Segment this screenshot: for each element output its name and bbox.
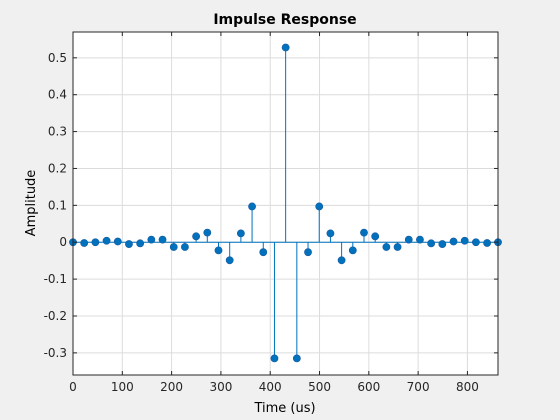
stem-marker	[281, 43, 290, 52]
stem-marker	[181, 243, 189, 251]
stem-marker	[393, 243, 402, 251]
x-tick-label: 300	[209, 380, 232, 394]
x-tick-label: 100	[111, 380, 134, 394]
stem-marker	[460, 236, 469, 245]
x-tick-label: 800	[456, 380, 479, 394]
y-tick-label: 0.5	[48, 51, 67, 65]
x-tick-label: 700	[407, 380, 430, 394]
stem-marker	[169, 243, 178, 251]
stem-marker	[147, 235, 156, 244]
stem-marker	[416, 235, 424, 244]
y-axis-label: Amplitude	[24, 170, 39, 237]
stem-marker	[427, 239, 436, 248]
stem-marker	[236, 229, 245, 238]
stem-marker	[483, 239, 492, 247]
y-tick-label: -0.2	[44, 309, 67, 323]
y-tick-label: 0.2	[48, 161, 67, 175]
axes-box	[72, 31, 499, 376]
y-tick-label: -0.1	[44, 272, 67, 286]
y-tick-label: 0	[59, 235, 67, 249]
stem-marker	[225, 256, 234, 265]
stem-marker	[472, 238, 480, 247]
stem-marker	[125, 240, 133, 248]
stem-marker	[382, 243, 391, 251]
y-tick-label: 0.1	[48, 198, 67, 212]
y-tick-label: -0.3	[44, 346, 67, 360]
y-tick-labels: -0.3 -0.2 -0.1 0 0.1 0.2 0.3 0.4 0.5	[44, 51, 67, 360]
stem-marker	[80, 239, 89, 247]
x-axis-label: Time (us)	[253, 401, 315, 416]
stem-marker	[158, 235, 167, 244]
x-tick-label: 400	[259, 380, 282, 394]
stem-marker	[326, 229, 335, 238]
stem-marker	[259, 248, 268, 257]
stem-marker	[315, 202, 324, 211]
grid-lines	[72, 32, 498, 375]
stem-marker	[360, 228, 368, 237]
chart-title: Impulse Response	[213, 12, 356, 28]
tick-marks	[72, 32, 498, 375]
stem-marker	[214, 246, 223, 255]
y-tick-label: 0.3	[48, 125, 67, 139]
stem-marker	[292, 354, 301, 363]
stem-marker	[337, 256, 346, 265]
stem-marker	[136, 239, 145, 248]
x-tick-label: 500	[308, 380, 331, 394]
stem-marker	[348, 246, 357, 255]
stem-series	[69, 43, 502, 363]
y-tick-label: 0.4	[48, 88, 67, 102]
stem-marker	[270, 354, 279, 363]
x-tick-label: 0	[69, 380, 77, 394]
stem-marker	[192, 232, 201, 241]
stem-marker	[102, 236, 111, 245]
stem-marker	[371, 232, 380, 241]
x-tick-label: 200	[160, 380, 183, 394]
stem-marker	[404, 235, 413, 244]
stem-marker	[113, 237, 122, 246]
stem-marker	[304, 248, 312, 257]
x-tick-label: 600	[357, 380, 380, 394]
x-tick-labels: 0 100 200 300 400 500 600 700 800	[69, 380, 479, 394]
stem-marker	[438, 240, 447, 248]
stem-marker	[91, 238, 100, 247]
stem-marker	[449, 237, 458, 246]
stem-marker	[203, 228, 212, 237]
stem-marker	[248, 202, 256, 211]
